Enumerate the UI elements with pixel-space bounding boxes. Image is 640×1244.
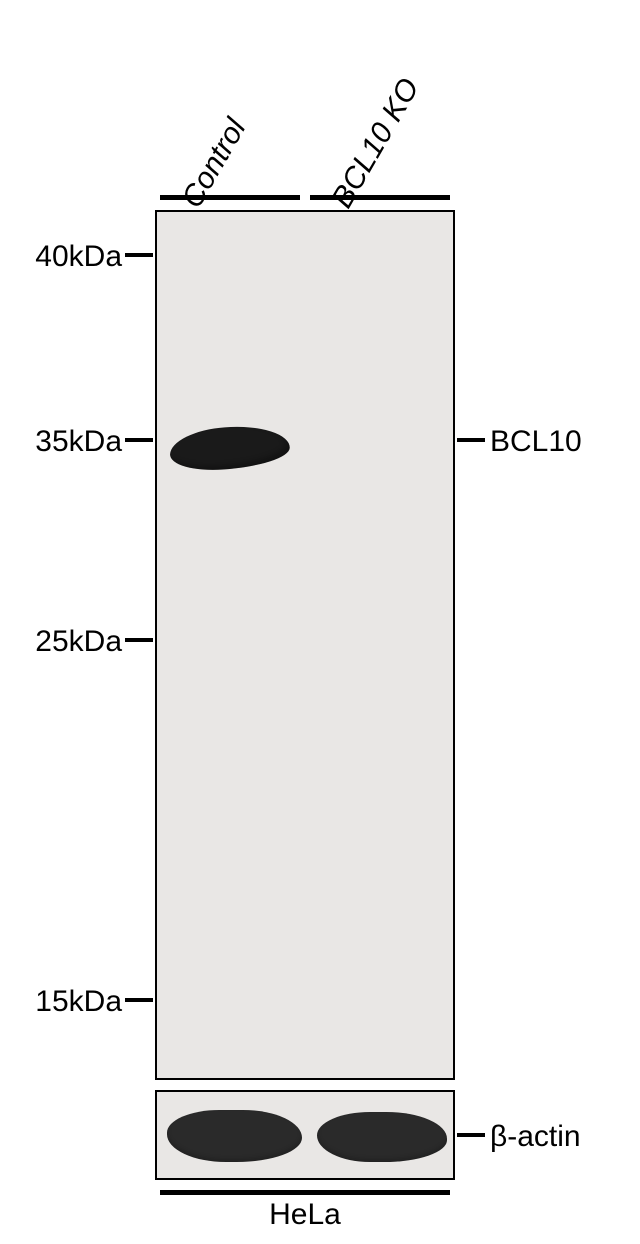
marker-tick-35kda [125, 438, 153, 442]
right-tick-bcl10 [457, 438, 485, 442]
sample-bar [160, 1190, 450, 1195]
band-bcl10-control [169, 423, 290, 474]
western-blot-figure: Control BCL10 KO 40kDa 35kDa 25kDa 15kDa… [0, 0, 640, 1244]
right-tick-actin [457, 1133, 485, 1137]
marker-tick-40kda [125, 253, 153, 257]
right-label-actin: β-actin [490, 1120, 581, 1154]
marker-25kda: 25kDa [2, 625, 122, 659]
blot-loading-panel [155, 1090, 455, 1180]
right-label-bcl10: BCL10 [490, 425, 582, 459]
band-actin-ko [317, 1112, 447, 1162]
marker-tick-15kda [125, 998, 153, 1002]
band-actin-control [167, 1110, 302, 1162]
marker-40kda: 40kDa [2, 240, 122, 274]
marker-tick-25kda [125, 638, 153, 642]
lane-label-ko: BCL10 KO [326, 73, 427, 214]
blot-main-panel [155, 210, 455, 1080]
marker-35kda: 35kDa [2, 425, 122, 459]
sample-label-hela: HeLa [160, 1198, 450, 1232]
marker-15kda: 15kDa [2, 985, 122, 1019]
